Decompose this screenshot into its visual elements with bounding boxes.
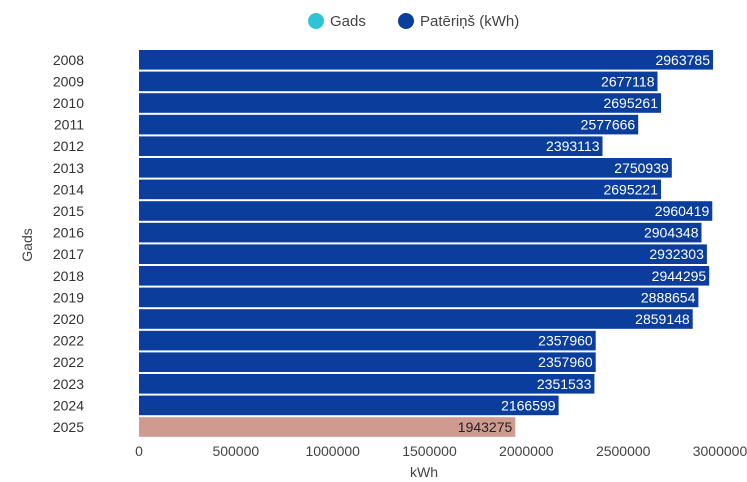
bars-group — [139, 50, 713, 437]
legend-swatch-paterins[interactable] — [398, 13, 414, 29]
category-label-10: 2018 — [53, 268, 84, 284]
bar-value-label-1: 2677118 — [601, 73, 655, 89]
bar-value-label-4: 2393113 — [546, 138, 600, 154]
legend: Gads Patēriņš (kWh) — [308, 13, 519, 30]
category-label-6: 2014 — [53, 181, 84, 197]
bar-2015-7[interactable] — [139, 201, 713, 221]
bar-value-label-13: 2357960 — [538, 333, 593, 349]
bar-value-label-5: 2750939 — [614, 160, 669, 176]
bar-2018-10[interactable] — [139, 266, 710, 286]
bar-value-label-10: 2944295 — [652, 268, 707, 284]
category-label-7: 2015 — [53, 203, 84, 219]
bar-2020-12[interactable] — [139, 309, 693, 329]
bar-2011-3[interactable] — [139, 114, 639, 135]
x-tick-label-3: 1500000 — [402, 443, 457, 459]
bar-value-label-9: 2932303 — [649, 246, 704, 262]
bar-value-label-8: 2904348 — [644, 225, 699, 241]
bar-value-label-0: 2963785 — [655, 52, 710, 68]
x-tick-label-6: 3000000 — [693, 443, 747, 459]
bar-value-label-14: 2357960 — [538, 354, 593, 370]
bar-value-label-15: 2351533 — [537, 376, 592, 392]
bar-2025-17[interactable] — [139, 417, 516, 437]
category-label-3: 2011 — [54, 117, 84, 133]
category-label-1: 2009 — [53, 73, 84, 89]
category-label-13: 2022 — [53, 333, 84, 349]
bar-value-label-7: 2960419 — [655, 203, 710, 219]
category-label-9: 2017 — [53, 246, 84, 262]
category-label-15: 2023 — [53, 376, 84, 392]
bar-2024-16[interactable] — [139, 395, 559, 416]
bar-2019-11[interactable] — [139, 287, 699, 308]
legend-swatch-gads[interactable] — [308, 13, 324, 29]
category-label-14: 2022 — [53, 354, 84, 370]
bar-value-label-16: 2166599 — [501, 397, 556, 413]
bar-value-label-3: 2577666 — [581, 117, 636, 133]
x-tick-label-1: 500000 — [212, 443, 259, 459]
y-axis-title: Gads — [19, 228, 35, 261]
bar-2023-15[interactable] — [139, 374, 595, 394]
bar-value-label-6: 2695221 — [603, 181, 658, 197]
bar-2022-13[interactable] — [139, 330, 596, 351]
legend-label-paterins[interactable]: Patēriņš (kWh) — [420, 13, 519, 30]
legend-label-gads[interactable]: Gads — [330, 13, 366, 30]
bar-2014-6[interactable] — [139, 179, 661, 200]
bar-value-label-11: 2888654 — [641, 289, 696, 305]
category-label-12: 2020 — [53, 311, 84, 327]
bar-2010-2[interactable] — [139, 93, 661, 113]
category-label-16: 2024 — [53, 397, 84, 413]
category-label-5: 2013 — [53, 160, 84, 176]
x-tick-label-5: 2500000 — [596, 443, 651, 459]
bar-2017-9[interactable] — [139, 244, 707, 264]
x-tick-label-0: 0 — [135, 443, 143, 459]
x-axis-title: kWh — [410, 464, 438, 480]
bar-2008-0[interactable] — [139, 50, 713, 70]
bar-2012-4[interactable] — [139, 136, 603, 156]
x-tick-label-4: 2000000 — [499, 443, 554, 459]
category-label-4: 2012 — [53, 138, 84, 154]
bar-2013-5[interactable] — [139, 158, 672, 178]
category-label-2: 2010 — [53, 95, 84, 111]
bar-2016-8[interactable] — [139, 222, 702, 243]
x-axis-ticks: 0 500000 1000000 1500000 2000000 2500000 30000… — [135, 443, 747, 459]
bar-value-label-2: 2695261 — [603, 95, 658, 111]
category-labels: 2008 2009 2010 2011 2012 2013 2014 2015 2016 2017… — [53, 52, 84, 435]
bar-2009-1[interactable] — [139, 71, 658, 92]
category-label-8: 2016 — [53, 225, 84, 241]
category-label-0: 2008 — [53, 52, 84, 68]
bar-value-label-17: 1943275 — [458, 419, 513, 435]
x-tick-label-2: 1000000 — [305, 443, 360, 459]
bar-2022-14[interactable] — [139, 352, 596, 372]
category-label-11: 2019 — [53, 289, 84, 305]
bar-value-label-12: 2859148 — [635, 311, 690, 327]
category-label-17: 2025 — [53, 419, 84, 435]
